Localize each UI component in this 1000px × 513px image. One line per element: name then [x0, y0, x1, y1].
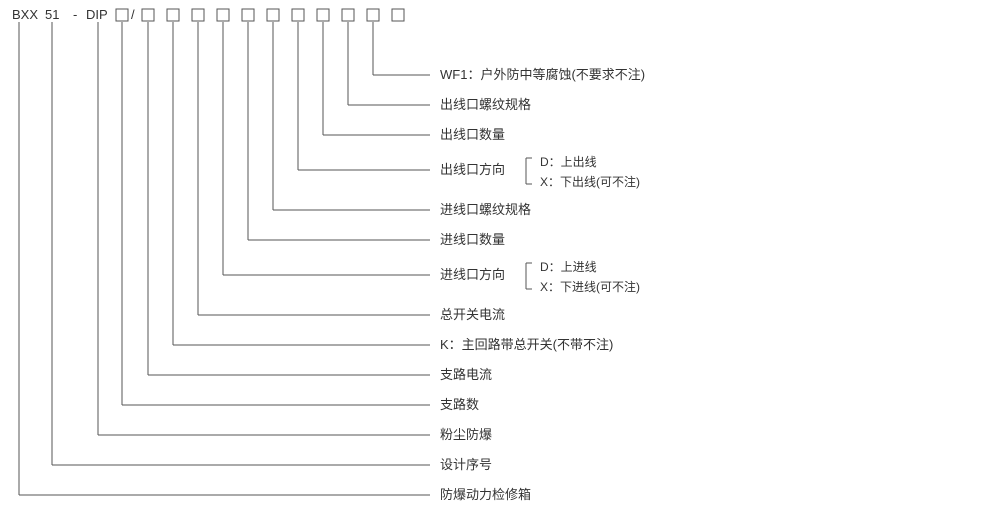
code-box — [342, 9, 354, 21]
code-part: 51 — [45, 7, 59, 22]
row-label: 出线口螺纹规格 — [440, 97, 531, 112]
code-box — [192, 9, 204, 21]
row-label: K：主回路带总开关(不带不注) — [440, 337, 613, 352]
row-label: 设计序号 — [440, 457, 492, 472]
code-box — [242, 9, 254, 21]
code-box — [267, 9, 279, 21]
code-box — [167, 9, 179, 21]
row-sublabel: D：上出线 — [540, 155, 597, 169]
row-label: 出线口方向 — [440, 162, 505, 177]
code-box — [292, 9, 304, 21]
row-label: 进线口螺纹规格 — [440, 202, 531, 217]
row-sublabel: D：上进线 — [540, 260, 597, 274]
row-label: 出线口数量 — [440, 127, 505, 142]
code-part: BXX — [12, 7, 38, 22]
code-box — [142, 9, 154, 21]
row-sublabel: X：下进线(可不注) — [540, 279, 640, 294]
row-sublabel: X：下出线(可不注) — [540, 174, 640, 189]
code-box — [367, 9, 379, 21]
row-label: 防爆动力检修箱 — [440, 487, 531, 502]
row-label: 支路数 — [440, 397, 479, 412]
code-part: - — [73, 7, 77, 22]
code-box — [317, 9, 329, 21]
code-box — [217, 9, 229, 21]
code-box — [392, 9, 404, 21]
code-part: DIP — [86, 7, 108, 22]
row-label: 总开关电流 — [440, 307, 505, 322]
row-label: 支路电流 — [440, 367, 492, 382]
row-label: WF1：户外防中等腐蚀(不要求不注) — [440, 67, 645, 82]
row-label: 进线口数量 — [440, 232, 505, 247]
code-slash: / — [131, 7, 135, 22]
row-label: 粉尘防爆 — [440, 427, 492, 442]
row-label: 进线口方向 — [440, 267, 505, 282]
code-box — [116, 9, 128, 21]
